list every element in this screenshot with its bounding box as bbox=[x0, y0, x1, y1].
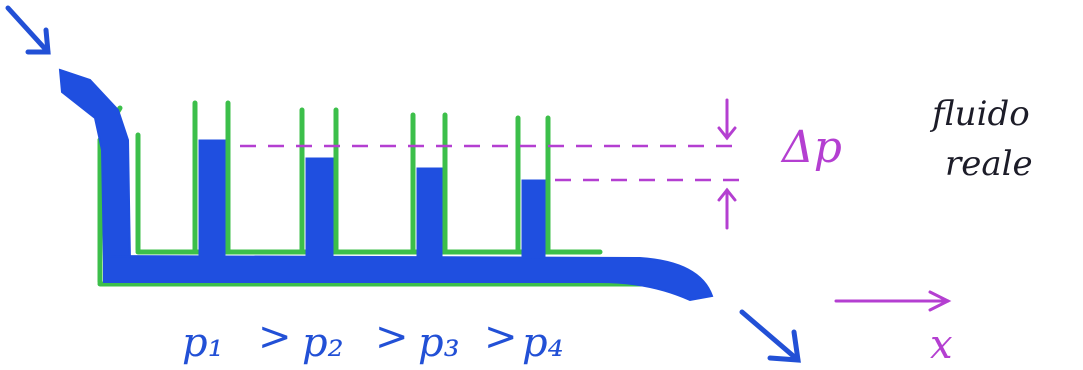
column-3 bbox=[416, 167, 443, 259]
pressure-p1: p₁ bbox=[182, 320, 224, 366]
column-4 bbox=[521, 179, 546, 259]
x-direction-arrow-icon bbox=[834, 290, 952, 312]
relation-2: > bbox=[375, 314, 409, 360]
relation-3: > bbox=[484, 314, 518, 360]
relation-1: > bbox=[258, 314, 292, 360]
pressure-p4: p₄ bbox=[522, 320, 564, 366]
delta-p-label: Δp bbox=[780, 122, 842, 173]
title-line-2: reale bbox=[945, 144, 1033, 184]
water-flow bbox=[58, 68, 714, 302]
pressure-p2: p₂ bbox=[302, 320, 344, 366]
flow-in-arrow-icon bbox=[5, 5, 51, 55]
x-axis-label: x bbox=[930, 322, 953, 368]
flow-out-arrow-icon bbox=[739, 309, 801, 363]
level-lines bbox=[240, 144, 740, 182]
column-2 bbox=[305, 157, 334, 259]
delta-p-arrows bbox=[717, 98, 737, 230]
pressure-p3: p₃ bbox=[418, 320, 460, 366]
title-line-1: fluido bbox=[929, 94, 1030, 134]
column-1 bbox=[198, 139, 226, 259]
